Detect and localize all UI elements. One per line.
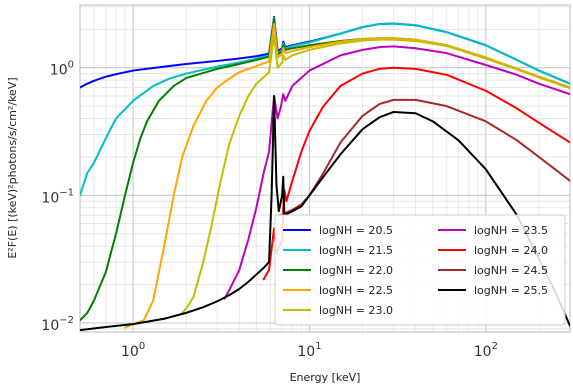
x-tick-label-1-base: 10 — [297, 344, 315, 360]
y-tick-label-0-base: 10 — [41, 318, 59, 334]
y-tick-label-2: 100 — [50, 60, 74, 79]
legend-label-4: logNH = 23.0 — [319, 304, 393, 317]
series-line-5 — [223, 45, 570, 300]
x-tick-label-0-exponent: 0 — [139, 341, 145, 352]
x-tick-label-1: 101 — [297, 341, 321, 360]
y-axis-label: E²F(E) [(keV)²photons/s/cm²/keV] — [6, 77, 19, 258]
legend-label-8: logNH = 25.5 — [474, 284, 548, 297]
x-tick-label-2: 102 — [474, 341, 498, 360]
y-tick-label-0: 10−2 — [41, 315, 74, 334]
legend-label-6: logNH = 24.0 — [474, 244, 548, 257]
x-tick-label-1-exponent: 1 — [315, 341, 321, 352]
x-tick-label-0: 100 — [121, 341, 145, 360]
series-line-1 — [80, 17, 570, 197]
legend-label-3: logNH = 22.5 — [319, 284, 393, 297]
legend: logNH = 20.5 logNH = 21.5 logNH = 22.0 logN… — [274, 214, 566, 326]
y-tick-label-2-exponent: 0 — [68, 60, 74, 71]
y-tick-label-0-exponent: −2 — [59, 315, 74, 326]
legend-label-2: logNH = 22.0 — [319, 264, 393, 277]
y-tick-label-2-base: 10 — [50, 63, 68, 79]
x-axis-label: Energy [keV] — [290, 371, 361, 384]
legend-label-7: logNH = 24.5 — [474, 264, 548, 277]
y-tick-label-1: 10−1 — [41, 187, 74, 206]
series-line-7 — [278, 98, 570, 217]
legend-label-1: logNH = 21.5 — [319, 244, 393, 257]
series-line-8 — [80, 95, 570, 332]
legend-box — [274, 214, 566, 326]
x-tick-label-2-exponent: 2 — [492, 341, 498, 352]
legend-label-5: logNH = 23.5 — [474, 224, 548, 237]
plot-frame — [79, 4, 571, 333]
y-tick-label-1-base: 10 — [41, 190, 59, 206]
y-tick-label-1-exponent: −1 — [59, 187, 74, 198]
series-line-0 — [80, 15, 570, 89]
series-line-3 — [124, 23, 570, 329]
x-tick-label-0-base: 10 — [121, 344, 139, 360]
series-line-4 — [181, 34, 570, 314]
legend-label-0: logNH = 20.5 — [319, 224, 393, 237]
x-tick-label-2-base: 10 — [474, 344, 492, 360]
